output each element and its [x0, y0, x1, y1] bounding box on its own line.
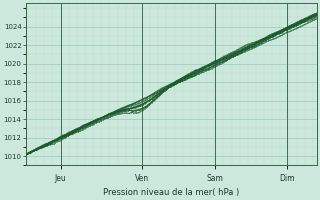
X-axis label: Pression niveau de la mer( hPa ): Pression niveau de la mer( hPa ) — [103, 188, 239, 197]
